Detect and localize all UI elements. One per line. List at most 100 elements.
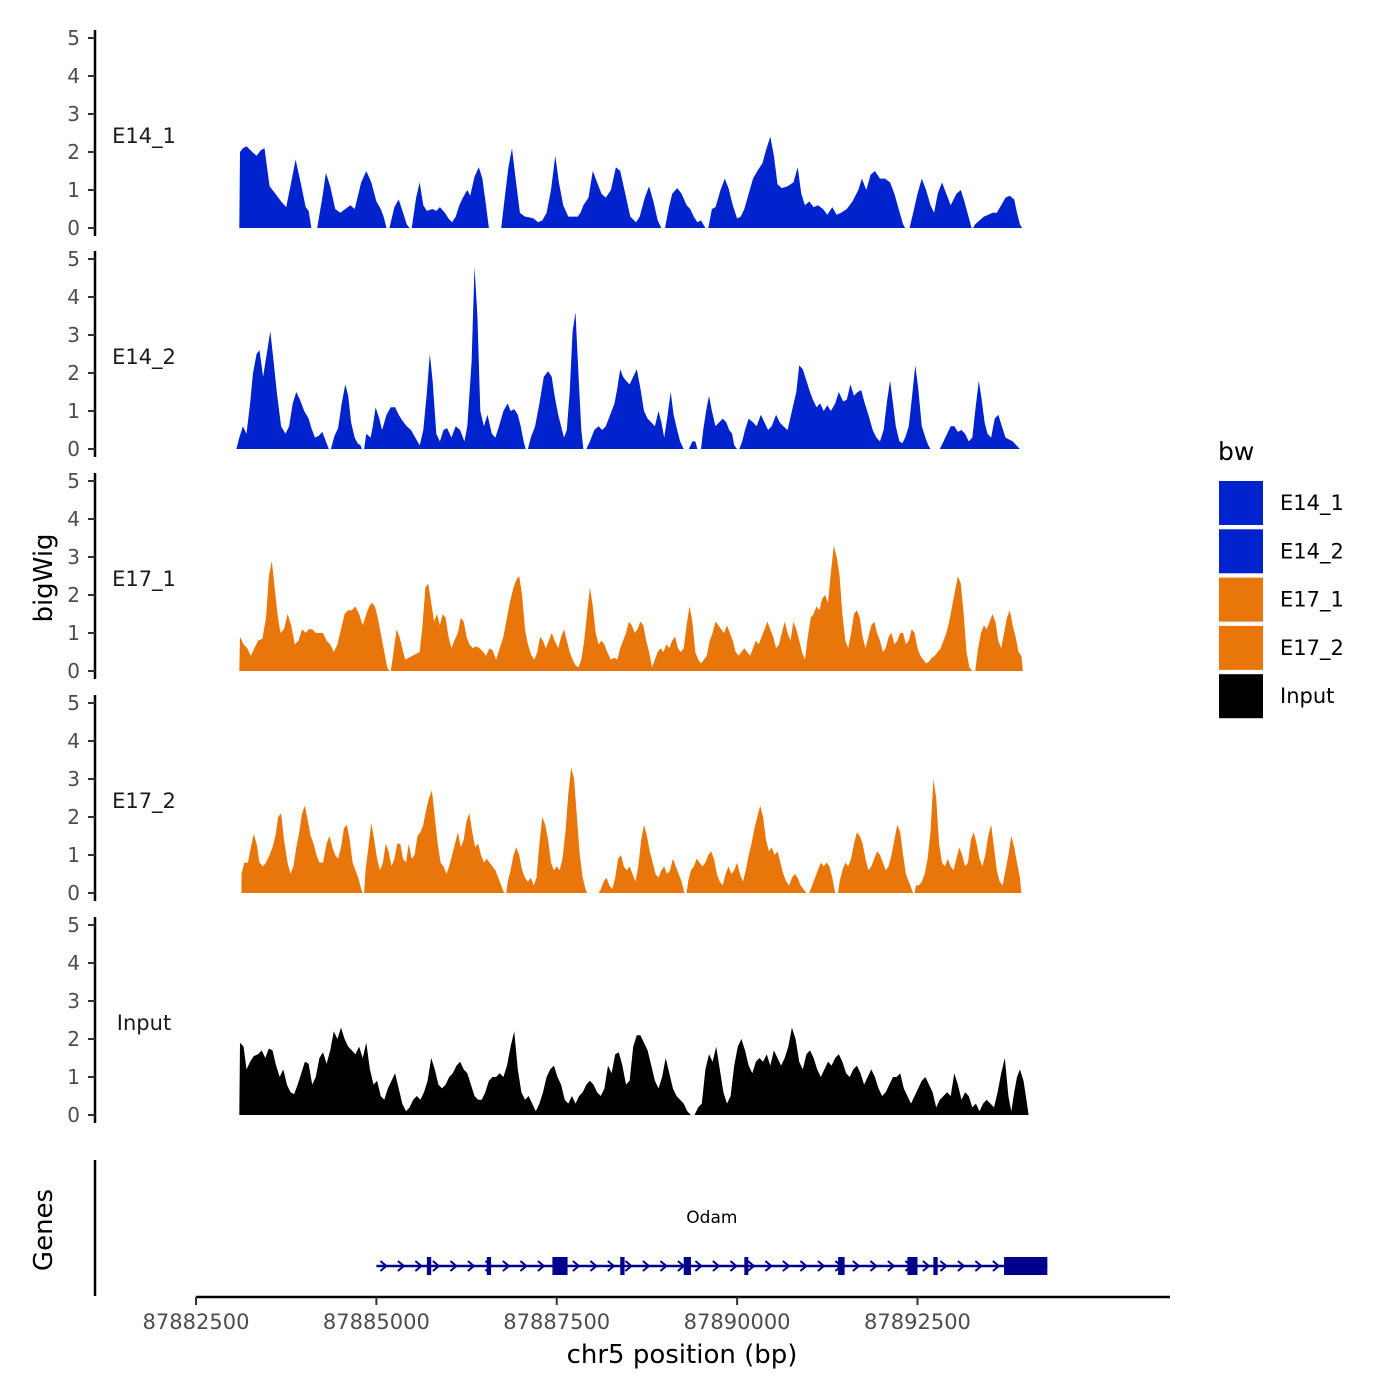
- strand-arrow-icon: [729, 1260, 738, 1272]
- x-tick-label: 87885000: [323, 1310, 430, 1334]
- track-label: E17_2: [112, 789, 176, 814]
- y-tick-label: 3: [67, 545, 80, 569]
- legend-swatch: [1219, 577, 1263, 622]
- y-axis-title: bigWig: [29, 533, 59, 622]
- track-label: E17_1: [112, 567, 176, 592]
- strand-arrow-icon: [764, 1260, 773, 1272]
- y-tick-label: 3: [67, 989, 80, 1013]
- y-tick-label: 0: [67, 659, 80, 683]
- strand-arrow-icon: [782, 1260, 791, 1272]
- strand-arrow-icon: [869, 1260, 878, 1272]
- strand-arrow-icon: [712, 1260, 721, 1272]
- legend-label: E17_1: [1280, 588, 1344, 613]
- gene-exon: [552, 1257, 568, 1275]
- y-tick-label: 3: [67, 323, 80, 347]
- strand-arrow-icon: [624, 1260, 633, 1272]
- legend-swatch: [1219, 625, 1263, 670]
- y-tick-label: 0: [67, 881, 80, 905]
- coverage-area: [236, 266, 1020, 449]
- gene-exon: [907, 1257, 918, 1275]
- y-tick-label: 2: [67, 361, 80, 385]
- strand-arrow-icon: [659, 1260, 668, 1272]
- gene-track-title: Genes: [29, 1189, 59, 1271]
- gene-exon: [933, 1257, 938, 1275]
- strand-arrow-icon: [957, 1260, 966, 1272]
- y-tick-label: 2: [67, 140, 80, 164]
- strand-arrow-icon: [449, 1260, 458, 1272]
- x-axis: 87882500 87885000 87887500 87890000 87892500: [143, 1295, 1170, 1334]
- strand-arrow-icon: [519, 1260, 528, 1272]
- strand-arrow-icon: [922, 1260, 931, 1272]
- gene-exon: [838, 1257, 845, 1275]
- y-tick-label: 2: [67, 805, 80, 829]
- gene-track-panel: Odam: [93, 1160, 1048, 1296]
- strand-arrow-icon: [939, 1260, 948, 1272]
- y-tick-label: 0: [67, 216, 80, 240]
- y-tick-label: 4: [67, 507, 80, 531]
- x-tick-label: 87887500: [503, 1310, 610, 1334]
- coverage-area: [239, 545, 1023, 671]
- track-panel-input: 0 1 2 3 4 5 Input: [67, 913, 1029, 1127]
- x-axis-title: chr5 position (bp): [567, 1340, 798, 1370]
- coverage-area: [239, 136, 1023, 228]
- y-tick-label: 3: [67, 767, 80, 791]
- strand-arrow-icon: [537, 1260, 546, 1272]
- legend-title: bw: [1218, 437, 1254, 466]
- strand-arrow-icon: [379, 1260, 388, 1272]
- y-tick-label: 1: [67, 621, 80, 645]
- strand-arrow-icon: [694, 1260, 703, 1272]
- legend-swatch: [1219, 529, 1263, 574]
- y-tick-label: 2: [67, 583, 80, 607]
- strand-arrow-icon: [642, 1260, 651, 1272]
- track-panel-e14-1: 0 1 2 3 4 5 E14_1: [67, 26, 1023, 240]
- coverage-area: [239, 1027, 1029, 1115]
- gene-exon: [683, 1257, 691, 1275]
- track-label: E14_2: [112, 345, 176, 370]
- track-panels: 0 1 2 3 4 5 E14_1 0 1 2 3 4 5 E14_2 0 1 2 3 4 5 E17_1 0 1 2 3 4 5 E…: [67, 26, 1029, 1127]
- x-tick-label: 87890000: [684, 1310, 791, 1334]
- y-tick-label: 5: [67, 247, 80, 271]
- strand-arrow-icon: [607, 1260, 616, 1272]
- track-panel-e14-2: 0 1 2 3 4 5 E14_2: [67, 247, 1020, 461]
- legend-label: E14_1: [1280, 491, 1344, 516]
- strand-arrow-icon: [572, 1260, 581, 1272]
- y-tick-label: 1: [67, 1065, 80, 1089]
- strand-arrow-icon: [747, 1260, 756, 1272]
- y-tick-label: 1: [67, 178, 80, 202]
- gene-exon: [620, 1257, 625, 1275]
- x-tick-label: 87892500: [864, 1310, 971, 1334]
- legend-label: Input: [1280, 684, 1334, 708]
- y-tick-label: 0: [67, 1103, 80, 1127]
- gene-exon: [486, 1257, 492, 1275]
- y-tick-label: 4: [67, 729, 80, 753]
- legend: bw E14_1 E14_2 E17_1 E17_2 Input: [1218, 437, 1344, 719]
- legend-label: E17_2: [1280, 636, 1344, 661]
- strand-arrow-icon: [414, 1260, 423, 1272]
- strand-arrow-icon: [974, 1260, 983, 1272]
- strand-arrow-icon: [432, 1260, 441, 1272]
- strand-arrow-icon: [852, 1260, 861, 1272]
- strand-arrow-icon: [887, 1260, 896, 1272]
- gene-exon: [744, 1257, 749, 1275]
- track-label: E14_1: [112, 124, 176, 149]
- x-tick-label: 87882500: [143, 1310, 250, 1334]
- strand-arrow-icon: [502, 1260, 511, 1272]
- strand-arrow-icon: [589, 1260, 598, 1272]
- y-tick-label: 5: [67, 26, 80, 50]
- y-tick-label: 4: [67, 285, 80, 309]
- strand-arrow-icon: [817, 1260, 826, 1272]
- legend-label: E14_2: [1280, 539, 1344, 564]
- track-panel-e17-2: 0 1 2 3 4 5 E17_2: [67, 691, 1022, 905]
- y-tick-label: 1: [67, 399, 80, 423]
- y-tick-label: 4: [67, 64, 80, 88]
- track-panel-e17-1: 0 1 2 3 4 5 E17_1: [67, 469, 1023, 683]
- legend-swatch: [1219, 481, 1263, 525]
- gene-name-label: Odam: [686, 1208, 737, 1228]
- track-label: Input: [117, 1011, 171, 1035]
- strand-arrow-icon: [799, 1260, 808, 1272]
- y-tick-label: 5: [67, 691, 80, 715]
- gene-exon: [1004, 1257, 1048, 1275]
- y-tick-label: 1: [67, 843, 80, 867]
- strand-arrow-icon: [467, 1260, 476, 1272]
